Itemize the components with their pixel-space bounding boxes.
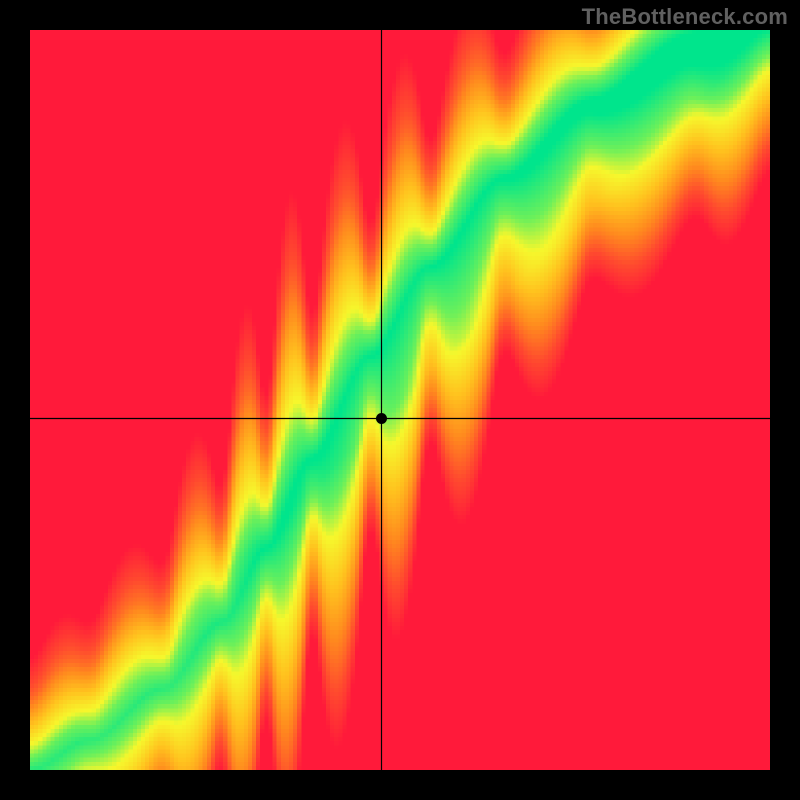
chart-frame: TheBottleneck.com [0, 0, 800, 800]
heatmap-svg [0, 0, 800, 800]
crosshair-dot [376, 413, 387, 424]
watermark-text: TheBottleneck.com [582, 4, 788, 30]
